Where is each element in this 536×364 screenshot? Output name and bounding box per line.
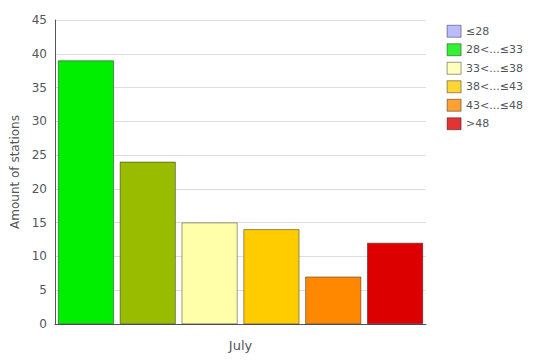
- svg-text:43<...≤48: 43<...≤48: [466, 99, 523, 112]
- svg-text:35: 35: [32, 81, 47, 95]
- svg-text:40: 40: [32, 47, 47, 61]
- svg-text:38<...≤43: 38<...≤43: [466, 80, 523, 93]
- svg-text:20: 20: [32, 182, 47, 196]
- svg-text:July: July: [228, 338, 253, 353]
- svg-text:≤28: ≤28: [466, 25, 489, 38]
- svg-text:25: 25: [32, 148, 47, 162]
- svg-text:33<...≤38: 33<...≤38: [466, 62, 523, 75]
- svg-text:45: 45: [32, 13, 47, 27]
- svg-text:0: 0: [39, 317, 47, 331]
- svg-text:10: 10: [32, 249, 47, 263]
- svg-text:28<...≤33: 28<...≤33: [466, 43, 523, 56]
- svg-text:>48: >48: [466, 117, 489, 130]
- svg-text:Amount of stations: Amount of stations: [8, 115, 22, 229]
- svg-text:5: 5: [39, 283, 47, 297]
- svg-text:30: 30: [32, 114, 47, 128]
- svg-text:15: 15: [32, 216, 47, 230]
